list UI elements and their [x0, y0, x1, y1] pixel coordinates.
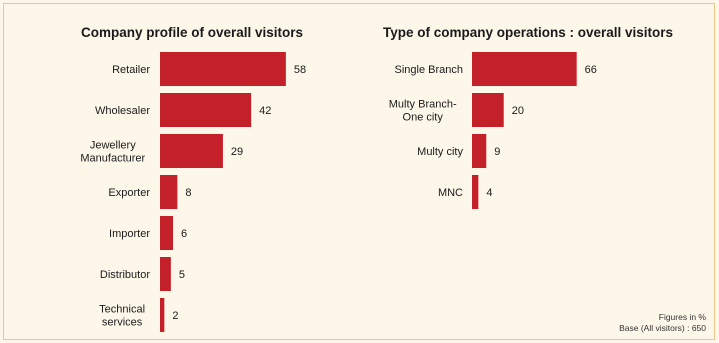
category-label-mnc: MNC — [438, 187, 463, 199]
bar-wholesaler — [160, 93, 252, 127]
footnote-figures-in: Figures in % — [659, 312, 707, 322]
bar-multy-city — [472, 134, 487, 168]
category-label-multy-branch-one-city: Multy Branch-One city — [389, 99, 457, 124]
bar-panel-company-operations: 66 Single Branch 20 Multy Branch-One city 9 M… — [389, 52, 597, 209]
value-label-technical-services: 2 — [172, 310, 178, 322]
footnote-base: Base (All visitors) : 650 — [619, 323, 706, 333]
category-label-retailer: Retailer — [112, 64, 150, 76]
category-label-single-branch: Single Branch — [395, 64, 464, 76]
value-label-distributor: 5 — [179, 269, 185, 281]
category-label-distributor: Distributor — [100, 269, 150, 281]
category-label-wholesaler: Wholesaler — [95, 105, 150, 117]
category-label-technical-services: Technical services — [99, 304, 145, 329]
chart-title-company-profile: Company profile of overall visitors — [81, 25, 303, 40]
bar-mnc — [472, 175, 479, 209]
bar-multy-branch-one-city — [472, 93, 504, 127]
category-label-exporter: Exporter — [108, 187, 150, 199]
category-label-multy-city: Multy city — [417, 146, 463, 158]
category-label-importer: Importer — [109, 228, 150, 240]
value-label-mnc: 4 — [486, 187, 492, 199]
value-label-retailer: 58 — [294, 64, 306, 76]
value-label-multy-city: 9 — [494, 146, 500, 158]
value-label-jewellery-manufacturer: 29 — [231, 146, 243, 158]
value-label-multy-branch-one-city: 20 — [512, 105, 524, 117]
value-label-importer: 6 — [181, 228, 187, 240]
bar-retailer — [160, 52, 286, 86]
bar-exporter — [160, 175, 178, 209]
bar-technical-services — [160, 298, 165, 332]
bar-single-branch — [472, 52, 577, 86]
category-label-jewellery-manufacturer: Jewellery Manufacturer — [80, 140, 145, 165]
chart-frame — [3, 3, 715, 340]
value-label-single-branch: 66 — [585, 64, 597, 76]
chart-title-company-operations: Type of company operations : overall vis… — [383, 25, 673, 40]
bar-importer — [160, 216, 174, 250]
value-label-wholesaler: 42 — [259, 105, 271, 117]
value-label-exporter: 8 — [185, 187, 191, 199]
bar-distributor — [160, 257, 171, 291]
bar-jewellery-manufacturer — [160, 134, 223, 168]
